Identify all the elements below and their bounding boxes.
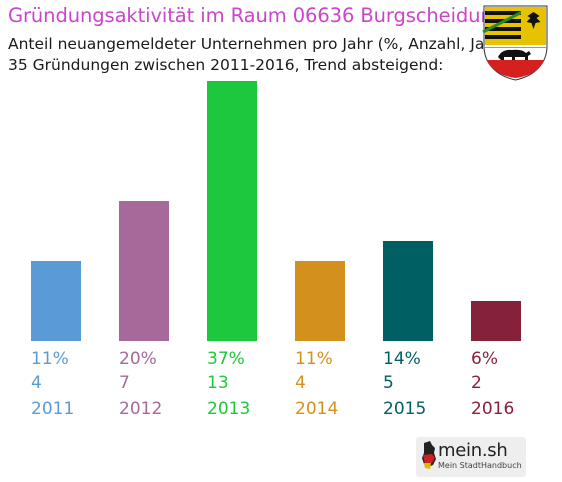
- percent-label-2016: 6%: [471, 349, 498, 369]
- count-label-2015: 5: [383, 373, 394, 393]
- bar-2013: [207, 81, 257, 341]
- chart-subtitle: Anteil neuangemeldeter Unternehmen pro J…: [8, 35, 507, 53]
- percent-label-2014: 11%: [295, 349, 333, 369]
- bar-2011: [31, 261, 81, 341]
- year-label-2015: 2015: [383, 399, 426, 419]
- percent-label-2013: 37%: [207, 349, 245, 369]
- year-label-2014: 2014: [295, 399, 338, 419]
- mein-sh-logo-icon: [416, 437, 526, 477]
- chart-summary: 35 Gründungen zwischen 2011-2016, Trend …: [8, 56, 444, 74]
- bar-2015: [383, 241, 433, 341]
- chart-title: Gründungsaktivität im Raum 06636 Burgsch…: [8, 4, 530, 27]
- coat-of-arms-icon: [482, 5, 548, 81]
- count-label-2013: 13: [207, 373, 229, 393]
- year-label-2016: 2016: [471, 399, 514, 419]
- bar-2014: [295, 261, 345, 341]
- percent-label-2015: 14%: [383, 349, 421, 369]
- year-label-2012: 2012: [119, 399, 162, 419]
- bar-2016: [471, 301, 521, 341]
- logo-text: mein.sh: [438, 440, 508, 461]
- count-label-2012: 7: [119, 373, 130, 393]
- year-label-2011: 2011: [31, 399, 74, 419]
- percent-label-2011: 11%: [31, 349, 69, 369]
- count-label-2014: 4: [295, 373, 306, 393]
- count-label-2011: 4: [31, 373, 42, 393]
- logo-tagline: Mein StadtHandbuch: [438, 461, 522, 470]
- percent-label-2012: 20%: [119, 349, 157, 369]
- year-label-2013: 2013: [207, 399, 250, 419]
- bar-2012: [119, 201, 169, 341]
- count-label-2016: 2: [471, 373, 482, 393]
